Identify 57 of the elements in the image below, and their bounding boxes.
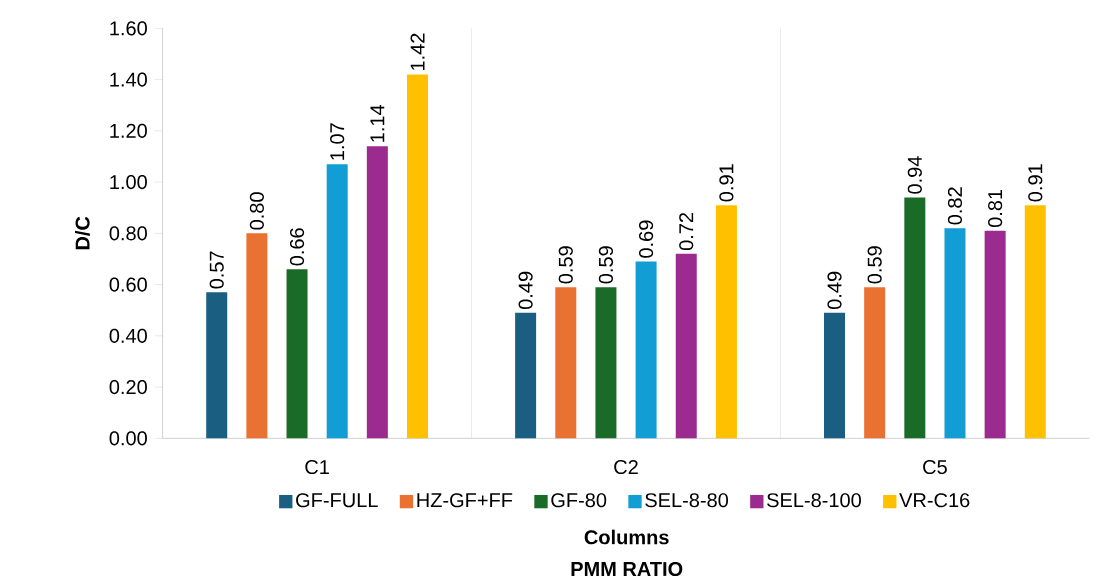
y-tick-label: 1.40 [110,72,147,87]
bar [984,230,1006,439]
data-label: 0.81 [988,189,1003,228]
x-tick-label: C5 [923,459,947,475]
x-tick-label: C2 [614,459,638,475]
bar [555,287,577,439]
text: Columns [584,529,669,545]
data-label: 0.59 [558,246,573,284]
y-tick-label: 1.60 [110,21,147,36]
legend-label: SEL-8-80 [645,493,729,508]
y-tick-label: 0.60 [109,277,147,292]
bar [864,287,886,439]
data-label: 1.14 [370,104,385,142]
bar [515,312,537,439]
y-tick-label: 0.80 [109,226,147,241]
x-tick-label: C1 [305,459,329,475]
bar [675,253,697,439]
bar [1024,205,1046,439]
data-label: 0.57 [209,251,224,289]
bar [715,205,737,439]
data-label: 0.66 [289,228,305,266]
bar [635,261,657,439]
bar [824,312,846,439]
data-label: 0.72 [679,212,694,251]
bar [904,197,926,439]
legend-label: GF-FULL [296,493,378,508]
bar [246,233,268,439]
legend-label: SEL-8-100 [767,493,861,508]
bar [944,228,966,439]
y-tick-label: 1.00 [110,174,147,190]
y-tick-label: 0.00 [109,431,147,446]
bar [286,269,308,439]
bar [595,287,617,439]
x-axis-title: PMM RATIO [571,561,683,577]
legend-label: VR-C16 [899,493,970,508]
data-label: 0.49 [827,271,842,310]
data-label: 0.80 [249,192,264,230]
legend-label: GF-80 [551,493,607,508]
data-label: 0.91 [719,164,734,202]
data-label: 0.59 [867,246,882,284]
bar [326,164,348,439]
data-label: 0.94 [907,156,922,194]
bar [407,74,429,439]
bar [206,292,228,439]
data-label: 0.59 [598,246,614,284]
y-tick-label: 0.20 [109,380,147,395]
y-axis-title: D/C [74,216,90,250]
data-label: 1.07 [330,123,345,160]
data-label: 0.69 [639,220,654,258]
data-label: 0.49 [518,271,533,310]
data-label: 0.82 [947,187,963,225]
bar [366,146,388,439]
legend-label: HZ-GF+FF [417,493,513,508]
data-label: 1.42 [410,33,425,70]
y-tick-label: 0.40 [109,328,147,343]
data-label: 0.91 [1028,164,1043,202]
y-tick-label: 1.20 [110,123,147,138]
